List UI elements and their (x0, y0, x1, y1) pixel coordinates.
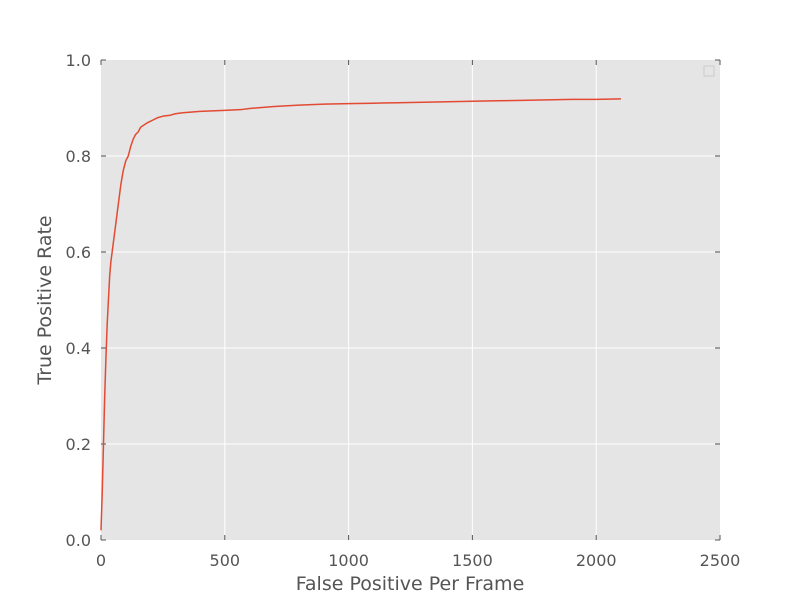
x-tick-label: 2500 (700, 551, 741, 570)
y-tick-label: 0.4 (66, 339, 91, 358)
y-tick-label: 0.8 (66, 147, 91, 166)
y-tick-label: 0.2 (66, 435, 91, 454)
y-tick-label: 0.6 (66, 243, 91, 262)
x-tick-label: 1000 (328, 551, 369, 570)
gridlines (101, 60, 720, 540)
x-tick-labels: 0 500 1000 1500 2000 2500 (96, 551, 740, 570)
y-tick-label: 1.0 (66, 51, 91, 70)
y-tick-labels: 0.0 0.2 0.4 0.6 0.8 1.0 (66, 51, 91, 550)
x-tick-label: 1500 (452, 551, 493, 570)
x-tick-label: 2000 (576, 551, 617, 570)
y-axis-label: True Positive Rate (34, 215, 56, 385)
series-group (100, 98, 621, 531)
series-line-0 (100, 98, 621, 531)
plot-background (101, 60, 720, 540)
x-tick-label: 500 (210, 551, 241, 570)
legend-box (703, 65, 715, 77)
x-tick-label: 0 (96, 551, 106, 570)
y-tick-label: 0.0 (66, 531, 91, 550)
x-axis-label: False Positive Per Frame (296, 573, 525, 595)
axis-ticks (100, 59, 721, 541)
